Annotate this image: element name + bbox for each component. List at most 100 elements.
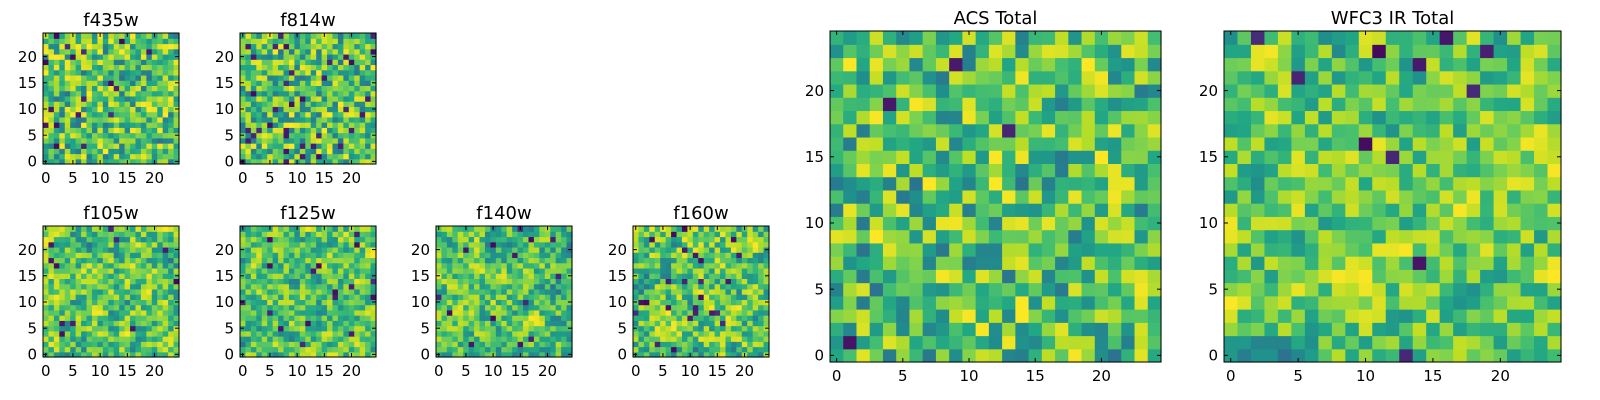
heatmap-cell [698,315,705,321]
heatmap-cell [162,346,169,353]
heatmap-cell [1015,150,1030,164]
heatmap-cell [949,335,963,350]
heatmap-cell [643,299,650,306]
heatmap-cell [102,315,109,321]
heatmap-cell [261,346,268,353]
heatmap-cell [343,246,350,253]
heatmap-cell [59,241,66,248]
heatmap-cell [97,231,104,238]
heatmap-cell [370,137,377,144]
heatmap-cell [267,262,274,269]
heatmap-cell [533,246,540,253]
heatmap-cell [1108,150,1122,164]
heatmap-cell [949,176,963,191]
heatmap-cell [354,69,361,76]
heatmap-cell [703,288,710,295]
heatmap-cell [1147,123,1162,138]
heatmap-cell [484,299,491,306]
heatmap-cell [272,148,279,155]
heatmap-cell [671,325,678,332]
heatmap-cell [1304,282,1319,297]
heatmap-cell [310,59,317,66]
heatmap-cell [1134,216,1149,231]
heatmap-cell [747,267,754,274]
heatmap-cell [267,299,274,306]
heatmap-cell [528,262,535,269]
heatmap-cell [671,341,678,348]
heatmap-cell [479,299,486,306]
heatmap-cell [830,256,844,270]
heatmap-cell [490,246,497,253]
heatmap-cell [649,283,656,290]
heatmap-cell [135,59,142,66]
heatmap-cell [97,325,104,332]
heatmap-cell [365,137,372,144]
heatmap-cell [856,335,871,350]
heatmap-cell [949,189,963,204]
heatmap-cell [321,325,328,332]
heatmap-cell [763,309,770,316]
heatmap-cell [1466,348,1481,363]
heatmap-cell [1412,229,1427,244]
heatmap-cell [157,336,164,342]
heatmap-cell [130,351,137,358]
heatmap-cell [495,299,502,306]
heatmap-cell [1134,97,1149,112]
heatmap-cell [709,283,716,290]
heatmap-cell [720,330,727,337]
heatmap-cell [81,262,88,269]
heatmap-cell [168,143,175,149]
heatmap-cell [763,346,770,353]
heatmap-cell [1520,295,1535,310]
heatmap-cell [1466,282,1481,297]
heatmap-cell [337,64,344,71]
heatmap-cell [299,127,306,134]
heatmap-cell [348,137,355,144]
heatmap-cell [533,341,540,348]
heatmap-cell [1493,242,1508,257]
heatmap-cell [741,341,748,348]
heatmap-cell [59,278,66,285]
heatmap-cell [91,267,98,274]
heatmap-cell [758,315,765,321]
heatmap-cell [64,283,71,290]
heatmap-cell [1304,150,1319,164]
heatmap-cell [687,283,694,290]
heatmap-cell [75,273,82,279]
heatmap-cell [140,106,147,113]
heatmap-cell [1399,335,1414,350]
heatmap-cell [321,137,328,144]
heatmap-cell [140,241,147,248]
x-tick-label: 15 [708,362,727,380]
heatmap-cell [278,127,285,134]
heatmap-cell [633,330,640,337]
heatmap-cell [305,288,312,295]
heatmap-cell [102,132,109,139]
heatmap-cell [1081,83,1096,98]
heatmap-cell [91,74,98,81]
heatmap-cell [140,336,147,342]
heatmap-cell [988,123,1003,138]
heatmap-cell [261,336,268,342]
heatmap-cell [698,267,705,274]
heatmap-cell [86,257,93,264]
heatmap-cell [1002,31,1016,45]
heatmap-cell [359,153,366,160]
heatmap-cell [544,267,551,274]
heatmap-cell [162,143,169,149]
heatmap-cell [975,242,990,257]
heatmap-cell [566,330,573,337]
heatmap-cell [70,341,77,348]
heatmap-cell [157,325,164,332]
heatmap-cell [337,330,344,337]
heatmap-cell [665,346,672,353]
heatmap-cell [299,143,306,149]
heatmap-cell [250,38,257,45]
heatmap-cell [676,236,683,243]
heatmap-cell [830,123,844,138]
heatmap-cell [1108,309,1122,323]
heatmap-cell [555,351,562,358]
heatmap-cell [1439,335,1454,350]
heatmap-cell [457,226,464,232]
heatmap-cell [294,294,301,300]
